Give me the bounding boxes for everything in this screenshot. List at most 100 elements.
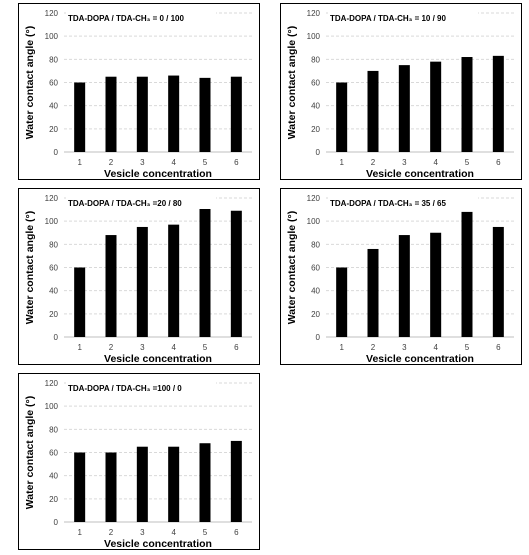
bar <box>398 235 410 337</box>
title-background <box>66 12 216 24</box>
x-tick-label: 4 <box>171 158 176 167</box>
bar <box>461 57 473 153</box>
x-tick-label: 3 <box>140 343 145 352</box>
y-tick-label: 100 <box>307 217 321 226</box>
y-tick-label: 40 <box>49 287 58 296</box>
bar <box>336 82 348 152</box>
x-tick-label: 2 <box>109 343 114 352</box>
x-tick-label: 1 <box>77 528 82 537</box>
y-tick-label: 100 <box>45 402 59 411</box>
x-tick-label: 6 <box>234 528 239 537</box>
bar <box>74 82 86 152</box>
y-tick-label: 120 <box>307 194 321 203</box>
x-axis-title: Vesicle concentration <box>104 538 212 550</box>
x-tick-label: 5 <box>203 158 208 167</box>
bar <box>367 70 379 152</box>
bar <box>136 76 148 152</box>
chart-title: TDA-DOPA / TDA-CH₃ = 35 / 65 <box>330 199 446 208</box>
x-tick-label: 2 <box>371 158 376 167</box>
y-tick-label: 0 <box>54 333 59 342</box>
bar <box>367 248 379 337</box>
x-tick-label: 5 <box>465 158 470 167</box>
y-tick-label: 120 <box>45 379 59 388</box>
chart-frame: 0 20 40 60 80 100 120 1 2 3 4 5 6 Vesicle concentrati… <box>280 188 522 365</box>
x-axis-title: Vesicle concentration <box>104 353 212 365</box>
x-tick-label: 4 <box>433 343 438 352</box>
x-tick-label: 5 <box>203 528 208 537</box>
y-tick-label: 0 <box>54 518 59 527</box>
y-tick-label: 40 <box>311 102 320 111</box>
chart-panel-4: 0 20 40 60 80 100 120 1 2 3 4 5 6 Vesicle concentrati… <box>262 185 524 370</box>
chart-svg: 0 20 40 60 80 100 120 1 2 3 4 5 6 Vesicle concentrati… <box>24 379 252 550</box>
bar <box>230 210 242 337</box>
chart-title: TDA-DOPA / TDA-CH₃ =20 / 80 <box>68 199 182 208</box>
y-axis-title: Water contact angle (°) <box>24 211 36 325</box>
x-tick-label: 2 <box>109 158 114 167</box>
x-tick-label: 6 <box>496 158 501 167</box>
y-tick-label: 60 <box>49 79 58 88</box>
y-tick-label: 0 <box>316 333 321 342</box>
bar <box>74 267 86 337</box>
bar <box>74 452 86 522</box>
y-axis-title: Water contact angle (°) <box>24 396 36 510</box>
chart-title: TDA-DOPA / TDA-CH₃ = 10 / 90 <box>330 14 446 23</box>
bar <box>199 77 211 152</box>
y-tick-label: 80 <box>49 55 58 64</box>
y-axis-title: Water contact angle (°) <box>24 26 36 140</box>
y-tick-label: 20 <box>49 495 58 504</box>
bar <box>230 76 242 152</box>
chart-frame: 0 20 40 60 80 100 120 1 2 3 4 5 6 Vesicle concentrati… <box>18 188 260 365</box>
title-background <box>66 382 216 394</box>
x-tick-label: 4 <box>171 343 176 352</box>
bar <box>105 235 117 337</box>
y-tick-label: 120 <box>45 9 59 18</box>
x-tick-label: 1 <box>339 343 344 352</box>
y-tick-label: 20 <box>311 310 320 319</box>
chart-title: TDA-DOPA / TDA-CH₃ =100 / 0 <box>68 384 182 393</box>
y-tick-label: 80 <box>311 55 320 64</box>
x-tick-label: 1 <box>77 158 82 167</box>
bar <box>136 226 148 337</box>
chart-frame: 0 20 40 60 80 100 120 1 2 3 4 5 6 Vesicle concentrati… <box>280 3 522 180</box>
title-background <box>66 197 216 209</box>
y-axis-title: Water contact angle (°) <box>286 26 298 140</box>
y-tick-label: 0 <box>54 148 59 157</box>
x-tick-label: 6 <box>234 343 239 352</box>
y-tick-label: 80 <box>49 425 58 434</box>
x-tick-label: 3 <box>140 528 145 537</box>
bar <box>168 75 180 152</box>
bar <box>168 446 180 522</box>
x-tick-label: 4 <box>171 528 176 537</box>
y-tick-label: 0 <box>316 148 321 157</box>
y-tick-label: 40 <box>311 287 320 296</box>
chart-svg: 0 20 40 60 80 100 120 1 2 3 4 5 6 Vesicle concentrati… <box>24 9 252 180</box>
y-tick-label: 100 <box>45 217 59 226</box>
chart-svg: 0 20 40 60 80 100 120 1 2 3 4 5 6 Vesicle concentrati… <box>286 194 514 365</box>
y-tick-label: 120 <box>45 194 59 203</box>
y-tick-label: 80 <box>311 240 320 249</box>
bar <box>461 211 473 337</box>
bar <box>168 224 180 337</box>
chart-frame: 0 20 40 60 80 100 120 1 2 3 4 5 6 Vesicle concentrati… <box>18 373 260 550</box>
y-tick-label: 20 <box>49 310 58 319</box>
bar <box>199 443 211 522</box>
bar <box>492 226 504 337</box>
x-tick-label: 5 <box>203 343 208 352</box>
x-tick-label: 1 <box>77 343 82 352</box>
chart-panel-3: 0 20 40 60 80 100 120 1 2 3 4 5 6 Vesicle concentrati… <box>0 185 262 370</box>
bar <box>230 440 242 522</box>
x-axis-title: Vesicle concentration <box>366 353 474 365</box>
chart-frame: 0 20 40 60 80 100 120 1 2 3 4 5 6 Vesicle concentrati… <box>18 3 260 180</box>
y-tick-label: 60 <box>311 79 320 88</box>
x-tick-label: 1 <box>339 158 344 167</box>
chart-panel-2: 0 20 40 60 80 100 120 1 2 3 4 5 6 Vesicle concentrati… <box>262 0 524 185</box>
x-tick-label: 2 <box>371 343 376 352</box>
x-tick-label: 3 <box>402 343 407 352</box>
bar <box>199 200 211 337</box>
y-tick-label: 120 <box>307 9 321 18</box>
bar <box>136 446 148 522</box>
x-tick-label: 3 <box>140 158 145 167</box>
bar <box>105 76 117 152</box>
x-tick-label: 2 <box>109 528 114 537</box>
x-tick-label: 3 <box>402 158 407 167</box>
